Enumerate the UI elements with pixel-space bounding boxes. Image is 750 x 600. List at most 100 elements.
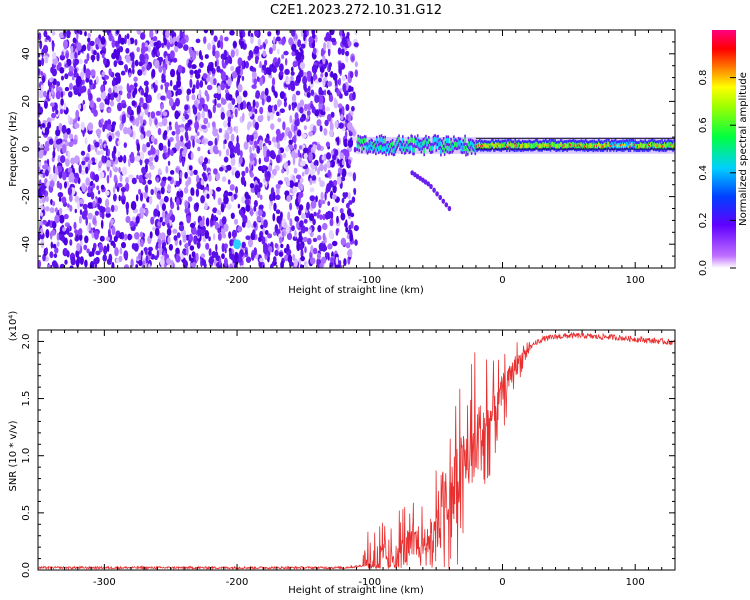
noise-blob [79,30,83,35]
noise-blob [75,109,80,119]
noise-blob [292,236,298,241]
carrier-band-inner [669,142,672,148]
noise-blob [312,144,317,152]
noise-blob [179,239,182,246]
noise-blob [103,57,107,65]
noise-blob [311,175,317,181]
noise-blob [59,214,65,224]
noise-blob [312,218,316,226]
noise-blob [99,171,105,179]
carrier-band-inner [395,142,398,148]
noise-blob [139,111,145,117]
noise-blob [48,91,52,100]
noise-blob [250,207,254,217]
noise-blob [38,141,41,147]
snr-series-line [38,331,675,570]
noise-blob [311,30,316,36]
noise-blob [119,90,123,96]
noise-blob [279,108,285,113]
noise-blob [222,62,227,69]
noise-blob [280,243,284,249]
noise-blob [98,138,103,144]
noise-blob [299,116,304,123]
noise-blob [278,100,282,106]
noise-blob [247,104,252,112]
carrier-band-inner [451,145,453,151]
carrier-band-inner [664,142,666,148]
noise-blob [197,227,201,237]
noise-blob [242,112,245,122]
noise-blob [259,194,263,200]
secondary-track-blob [410,170,415,176]
noise-blob [166,89,172,100]
noise-blob [213,128,218,133]
noise-blob [224,36,229,42]
noise-blob [234,108,238,118]
noise-blob [275,154,281,164]
noise-blob [45,248,49,255]
noise-blob [154,59,160,69]
noise-blob [220,71,227,81]
carrier-band-inner [546,143,549,149]
noise-blob [48,173,53,181]
noise-blob [309,187,315,193]
noise-blob [135,194,139,202]
carrier-band-inner [427,141,429,147]
noise-blob [88,251,94,257]
noise-blob [276,215,281,224]
noise-blob [140,126,144,134]
noise-blob [74,51,77,59]
noise-blob [258,204,264,210]
noise-blob [39,205,44,211]
carrier-band-inner [416,136,419,143]
carrier-band-inner [566,143,568,150]
noise-blob [326,89,331,95]
noise-blob [225,132,230,141]
noise-blob [142,143,145,150]
noise-blob [201,110,205,119]
noise-blob [228,94,233,101]
noise-blob [44,55,49,64]
noise-hotspot [233,239,242,250]
noise-blob [76,42,82,51]
carrier-band-inner [423,148,425,154]
noise-blob [320,199,326,205]
noise-blob [80,121,85,131]
noise-blob [38,232,41,241]
noise-blob [353,189,356,196]
noise-blob [160,186,165,195]
noise-blob [140,133,144,140]
noise-blob [68,133,74,140]
noise-blob [106,243,110,253]
noise-blob [161,72,166,82]
noise-blob [150,216,155,225]
noise-blob [138,61,144,67]
noise-blob [292,254,296,261]
noise-blob [85,68,91,76]
noise-blob [160,95,166,101]
noise-blob [162,111,168,117]
noise-blob [277,48,280,55]
noise-blob [108,68,112,76]
noise-blob [190,135,196,141]
carrier-band-inner [437,137,439,143]
noise-blob [211,39,216,47]
noise-blob [123,154,127,164]
noise-blob [176,42,183,48]
noise-blob [343,192,347,200]
secondary-track-blob [432,187,436,193]
noise-blob [135,264,139,268]
noise-blob [126,206,129,216]
noise-blob [82,203,88,210]
carrier-band-inner [444,143,447,149]
noise-blob [164,82,170,88]
carrier-band-inner [368,142,371,148]
y-tick-label: -40 [21,236,32,252]
noise-blob [223,156,229,163]
carrier-band-inner [450,140,452,146]
noise-blob [242,30,246,38]
noise-blob [200,257,203,268]
noise-blob [134,155,141,162]
noise-blob [135,117,140,127]
